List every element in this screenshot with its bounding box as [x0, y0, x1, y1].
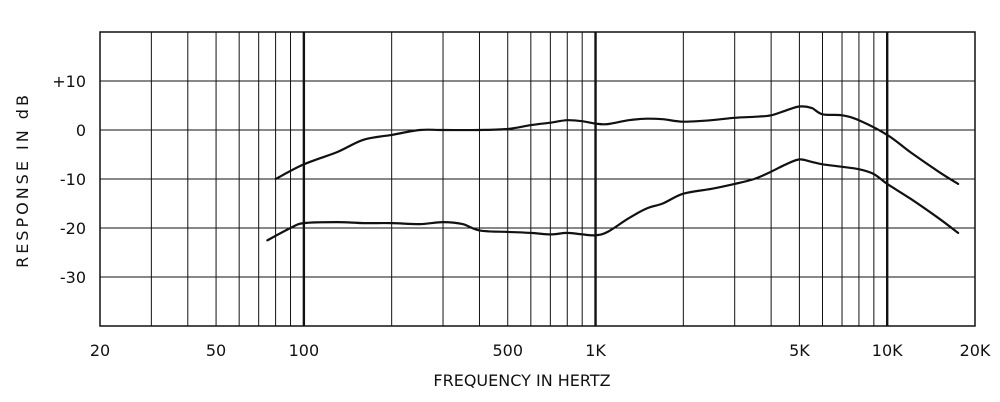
- x-tick-label: 1K: [585, 341, 606, 360]
- x-tick-label: 500: [492, 341, 523, 360]
- x-tick-label: 100: [289, 341, 320, 360]
- major-grid: [302, 32, 889, 326]
- series-line-2: [266, 158, 960, 242]
- y-tick-label: +10: [52, 72, 86, 91]
- y-axis-title: RESPONSE IN dB: [13, 92, 32, 268]
- x-tick-label: 5K: [789, 341, 810, 360]
- x-tick-label: 20: [90, 341, 110, 360]
- x-axis-title: FREQUENCY IN HERTZ: [433, 371, 610, 390]
- minor-grid: [100, 32, 975, 326]
- series-layer: [266, 105, 960, 242]
- y-tick-label: -10: [60, 170, 86, 189]
- x-tick-labels: 20 50 100 500 1K 5K 10K 20K: [90, 341, 991, 360]
- y-tick-labels: +10 0 -10 -20 -30: [52, 72, 86, 287]
- y-tick-label: -20: [60, 219, 86, 238]
- x-tick-label: 20K: [960, 341, 991, 360]
- y-tick-label: 0: [76, 121, 86, 140]
- y-tick-label: -30: [60, 268, 86, 287]
- plot-frame: [99, 31, 976, 327]
- x-tick-label: 50: [206, 341, 226, 360]
- series-line-1: [274, 105, 960, 185]
- x-tick-label: 10K: [872, 341, 903, 360]
